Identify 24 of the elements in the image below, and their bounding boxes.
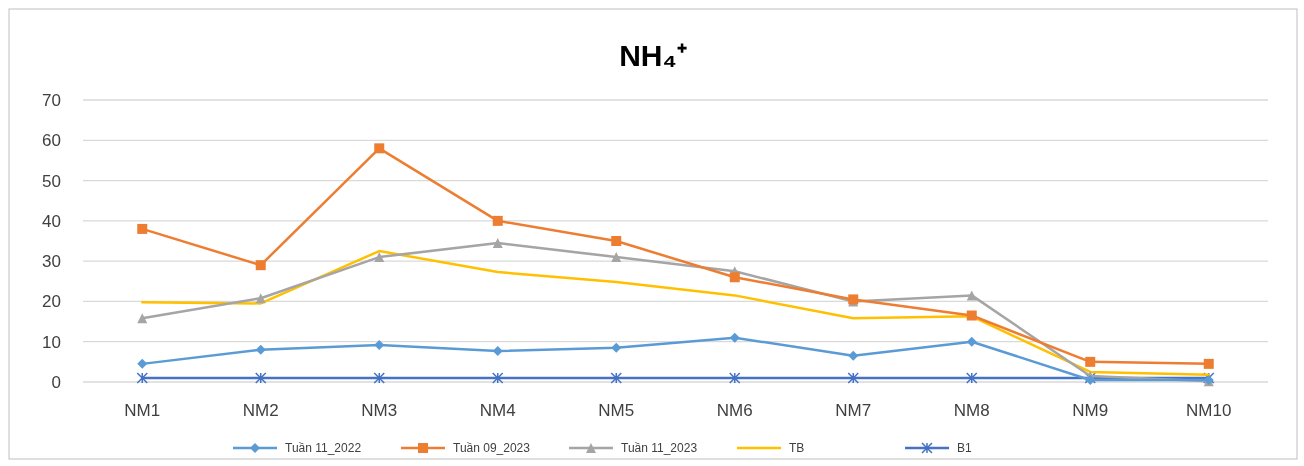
x-tick-label: NM2: [242, 401, 279, 420]
y-tick-label: 10: [42, 332, 61, 352]
x-tick-label: NM1: [124, 401, 161, 420]
y-tick-label: 60: [42, 131, 61, 151]
y-tick-label: 50: [42, 171, 61, 191]
y-tick-label: 30: [42, 252, 61, 272]
x-tick-label: NM10: [1186, 401, 1232, 420]
legend-label: TB: [789, 441, 805, 455]
legend-label: Tuần 09_2023: [453, 441, 531, 455]
x-tick-label: NM5: [598, 401, 635, 420]
x-tick-label: NM6: [716, 401, 753, 420]
legend-label: B1: [957, 441, 972, 455]
chart-title: NH₄⁺: [619, 39, 687, 72]
x-tick-label: NM4: [479, 401, 516, 420]
y-tick-label: 0: [51, 373, 61, 392]
x-tick-label: NM7: [835, 401, 872, 420]
y-tick-label: 70: [42, 91, 61, 110]
y-tick-label: 20: [42, 292, 61, 312]
x-tick-label: NM3: [361, 401, 398, 420]
legend-label: Tuần 11_2022: [285, 441, 362, 455]
x-tick-label: NM9: [1072, 401, 1109, 420]
y-tick-label: 40: [42, 211, 61, 231]
x-tick-label: NM8: [953, 401, 990, 420]
legend-label: Tuần 11_2023: [621, 441, 698, 455]
